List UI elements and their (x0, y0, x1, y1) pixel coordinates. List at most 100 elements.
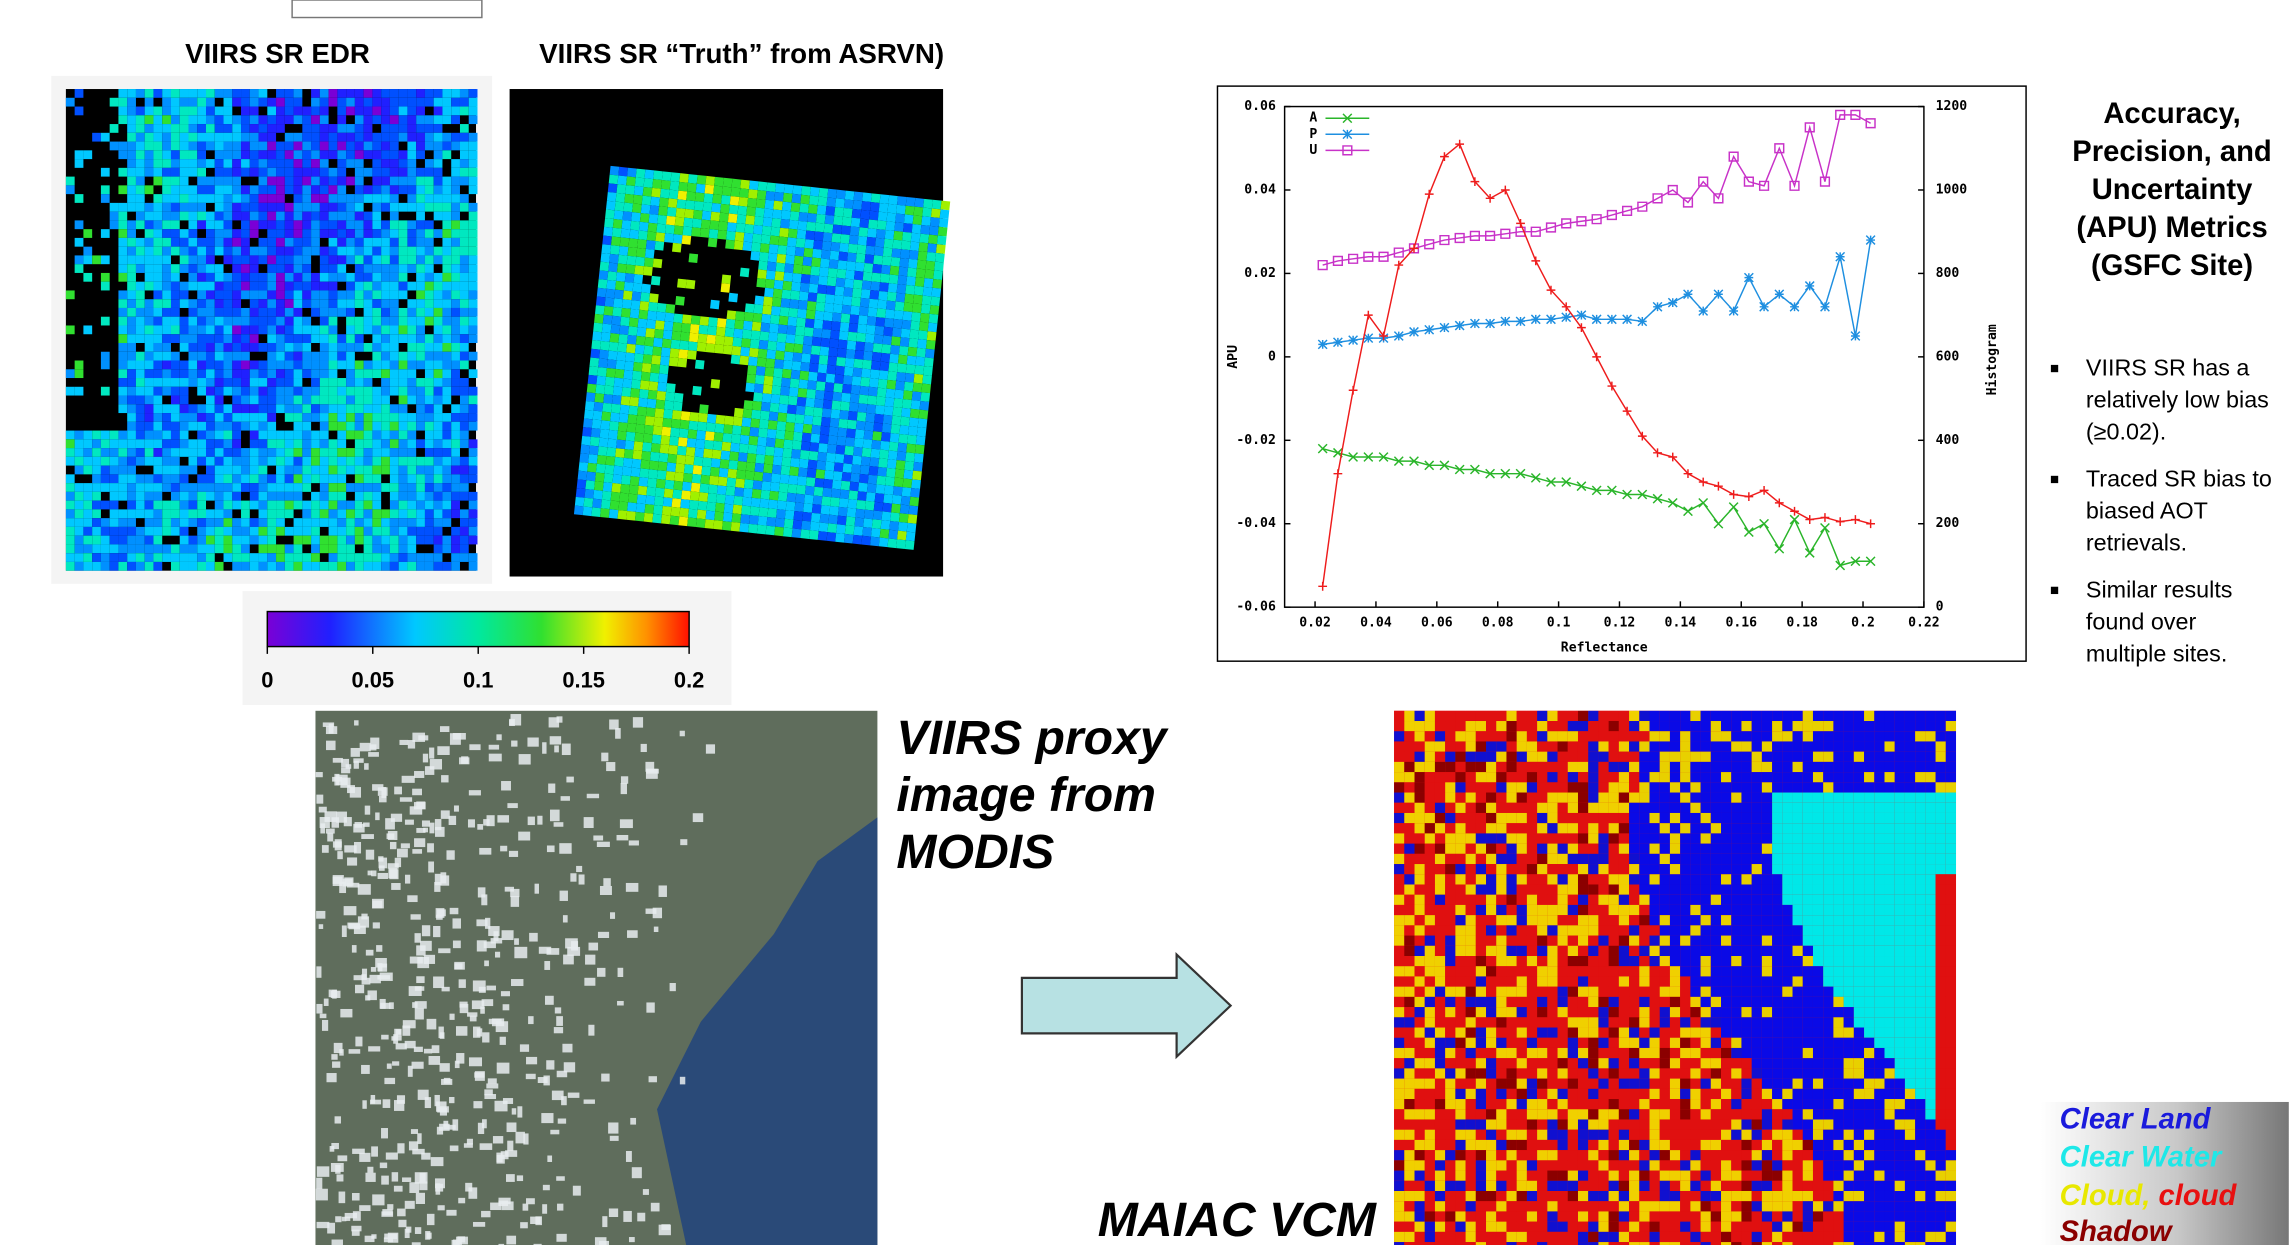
vcm-pixel (1455, 833, 1465, 843)
pixel (753, 313, 763, 323)
pixel (136, 527, 145, 536)
vcm-pixel (1578, 731, 1588, 741)
pixel (736, 223, 746, 233)
pixel (856, 333, 866, 343)
cloud (473, 1027, 480, 1038)
pixel (731, 355, 741, 365)
pixel (451, 466, 460, 475)
vcm-pixel (1803, 772, 1813, 782)
pixel (110, 439, 119, 448)
pixel (285, 466, 294, 475)
pixel (602, 236, 612, 246)
pixel (381, 369, 390, 378)
pixel (769, 412, 779, 422)
pixel (224, 89, 233, 98)
pixel (145, 150, 154, 159)
pixel (852, 288, 862, 298)
pixel (729, 451, 739, 461)
pixel (145, 325, 154, 334)
pixel (722, 521, 732, 531)
pixel (806, 310, 816, 320)
pixel (75, 439, 84, 448)
vcm-pixel (1711, 752, 1721, 762)
pixel (136, 501, 145, 510)
pixel (276, 492, 285, 501)
pixel (809, 284, 819, 294)
pixel (180, 159, 189, 168)
pixel (822, 488, 832, 498)
pixel (390, 203, 399, 212)
vcm-pixel (1793, 762, 1803, 772)
vcm-pixel (1782, 823, 1792, 833)
pixel (250, 527, 259, 536)
vcm-pixel (1578, 782, 1588, 792)
pixel (745, 471, 755, 481)
vcm-pixel (1915, 793, 1925, 803)
pixel (153, 308, 162, 317)
pixel (101, 527, 110, 536)
pixel (355, 431, 364, 440)
pixel (787, 325, 797, 335)
pixel (171, 422, 180, 431)
pixel (863, 518, 873, 528)
pixel (153, 299, 162, 308)
pixel (355, 334, 364, 343)
pixel (845, 358, 855, 368)
pixel (320, 422, 329, 431)
pixel (206, 431, 215, 440)
pixel (145, 483, 154, 492)
pixel (311, 238, 320, 247)
pixel (434, 562, 443, 571)
pixel (127, 431, 136, 440)
pixel (127, 290, 136, 299)
vcm-pixel (1660, 772, 1670, 782)
pixel (898, 443, 908, 453)
pixel (460, 334, 469, 343)
vcm-pixel (1721, 782, 1731, 792)
vcm-pixel (1690, 793, 1700, 803)
pixel (364, 492, 373, 501)
vcm-pixel (1680, 813, 1690, 823)
vcm-pixel (1486, 711, 1496, 721)
pixel (460, 396, 469, 405)
pixel (302, 238, 311, 247)
pixel (337, 247, 346, 256)
pixel (929, 314, 939, 324)
cloud (352, 1149, 365, 1154)
pixel (285, 439, 294, 448)
pixel (889, 521, 899, 531)
pixel (434, 509, 443, 518)
pixel (924, 278, 934, 288)
vcm-pixel (1721, 803, 1731, 813)
pixel (628, 414, 638, 424)
pixel (644, 178, 654, 188)
pixel (136, 413, 145, 422)
pixel (872, 264, 882, 274)
vcm-pixel (1466, 762, 1476, 772)
pixel (224, 98, 233, 107)
vcm-pixel (1670, 844, 1680, 854)
vcm-pixel (1711, 813, 1721, 823)
pixel (118, 203, 127, 212)
pixel (241, 343, 250, 352)
pixel (905, 373, 915, 383)
pixel (302, 562, 311, 571)
pixel (162, 439, 171, 448)
pixel (337, 448, 346, 457)
vcm-pixel (1874, 741, 1884, 751)
pixel (434, 229, 443, 238)
pixel (188, 343, 197, 352)
pixel (267, 439, 276, 448)
pixel (718, 477, 728, 487)
pixel (136, 159, 145, 168)
pixel (707, 326, 717, 336)
pixel (267, 361, 276, 370)
pixel (767, 341, 777, 351)
cloud (618, 968, 624, 977)
vcm-pixel (1537, 793, 1547, 803)
pixel (399, 527, 408, 536)
pixel (276, 273, 285, 282)
pixel (311, 150, 320, 159)
pixel (604, 306, 614, 316)
pixel (902, 232, 912, 242)
